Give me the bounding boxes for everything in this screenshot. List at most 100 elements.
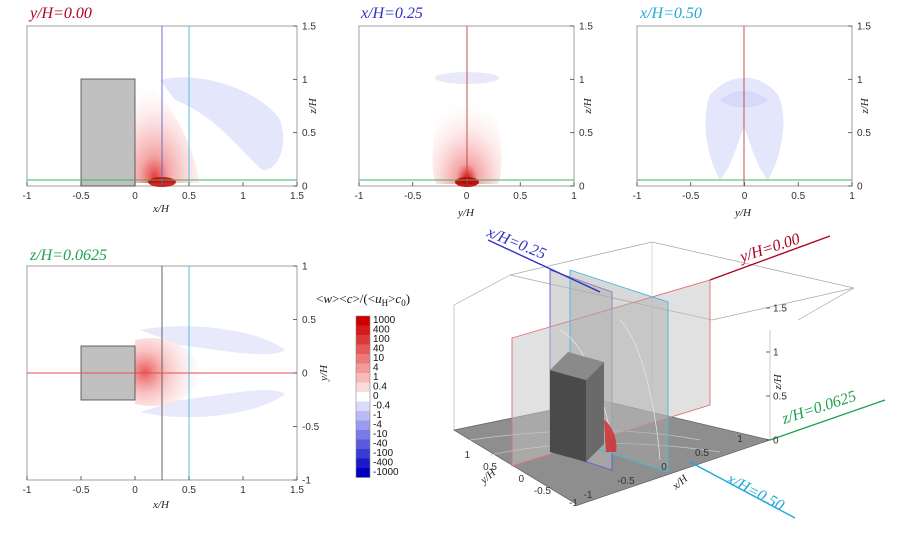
y-ticks: -1 -0.5 0 0.5 1 (293, 262, 320, 487)
y-tick-label: 0.5 (302, 128, 316, 139)
slice-label-y0: y/H=0.00 (736, 231, 802, 267)
y-tick-label-3d: -1 (569, 498, 578, 509)
x-axis-label-3d: x/H (669, 472, 690, 493)
colorbar-tick-label: -40 (373, 439, 388, 450)
y-tick-label: 1 (302, 262, 308, 273)
slice-contour (619, 319, 661, 461)
building (80, 78, 136, 187)
y-tick-label: 0 (302, 182, 308, 193)
x-ticks-3d: -1 -0.5 0 0.5 1 (584, 434, 744, 501)
x-tick-label-3d: -0.5 (617, 476, 635, 487)
colorbar-tick-label: -10 (373, 429, 388, 440)
colorbar-tick-label: 100 (373, 334, 390, 345)
colorbar-frame (355, 315, 371, 478)
x-tick-label: -0.5 (72, 485, 90, 496)
panel-title-x025: x/H=0.25 (360, 5, 423, 22)
negative-region (140, 390, 285, 418)
panel-cross-025: x/H=0.25 -1 -0.5 0 0.5 1 0 0.5 1 1.5 y/H z/H (355, 5, 594, 219)
x-tick-label: 0.5 (182, 485, 196, 496)
y-tick-label: -0.5 (302, 422, 320, 433)
x-tick-label: -1 (633, 191, 642, 202)
y-tick-label: 0.5 (579, 128, 593, 139)
slice-label-y0-line (709, 235, 831, 281)
x-axis-label: y/H (734, 207, 752, 219)
colorbar-tick-label: 4 (373, 363, 379, 374)
x-ticks: -1 -0.5 0 0.5 1 1.5 (23, 182, 304, 202)
z-axis-label: z/H (307, 97, 319, 114)
panel-top-view: z/H=0.0625 -1 -0.5 0 0.5 1 1.5 -1 -0.5 0 0.5 1 x/… (23, 247, 330, 511)
colorbar-swatch (356, 420, 370, 430)
x-tick-label: 1 (849, 191, 855, 202)
colorbar-swatch (356, 468, 370, 478)
y-tick-label: 1 (579, 75, 585, 86)
x-tick-label: -0.5 (72, 191, 90, 202)
colorbar-tick-label: -4 (373, 420, 382, 431)
y-tick-label: 1 (302, 75, 308, 86)
x-tick-label: -1 (23, 191, 32, 202)
plume-region (135, 337, 202, 407)
colorbar-tick-label: 10 (373, 353, 385, 364)
slice-label-z-line (769, 399, 886, 441)
plume-3d (604, 420, 617, 452)
y-tick-label-3d: -0.5 (534, 486, 552, 497)
colorbar-tick-label: 1 (373, 372, 379, 383)
x-tick-label: 0 (742, 191, 748, 202)
z-ticks: 0 0.5 1 1.5 (570, 22, 593, 193)
z-tick-label-3d: 0.5 (773, 392, 787, 403)
y-tick-label: 0 (302, 369, 308, 380)
slice-label-x050-line (689, 461, 796, 519)
colorbar-tick-label: 0 (373, 391, 379, 402)
box-edge (797, 287, 855, 321)
colorbar-swatch (356, 411, 370, 421)
panel-side-view: y/H=0.00 -1 -0.5 0 0.5 1 1.5 0 0.5 1 1.5 x/H z/H (23, 5, 319, 215)
colorbar-swatch (356, 344, 370, 354)
z-ticks-3d: 0 0.5 1 1.5 (766, 304, 787, 447)
z-axis-label: z/H (859, 97, 871, 114)
y-tick-label: 0 (857, 182, 863, 193)
panel-title-y0: y/H=0.00 (28, 5, 92, 22)
colorbar-tick-label: 40 (373, 344, 385, 355)
x-tick-label: 1 (240, 191, 246, 202)
x-tick-label-3d: 0.5 (695, 448, 709, 459)
panel-title-x050: x/H=0.50 (639, 5, 702, 22)
colorbar-swatch (356, 439, 370, 449)
x-ticks: -1 -0.5 0 0.5 1 (633, 182, 855, 202)
panel-cross-050: x/H=0.50 -1 -0.5 0 0.5 1 0 0.5 1 1.5 y/H z/H (633, 5, 872, 219)
z-ticks: 0 0.5 1 1.5 (293, 22, 316, 193)
x-tick-label: 1 (240, 485, 246, 496)
x-tick-label-3d: -1 (584, 490, 593, 501)
x-tick-label-3d: 0 (661, 462, 667, 473)
colorbar-tick-label: -100 (373, 448, 393, 459)
slice-label-x025: x/H=0.25 (484, 224, 549, 263)
x-tick-label: -1 (23, 485, 32, 496)
colorbar-swatch (356, 392, 370, 402)
colorbar-swatch (356, 335, 370, 345)
y-tick-label: 0.5 (302, 315, 316, 326)
y-tick-label-3d: 1 (464, 450, 470, 461)
y-ticks-3d: 1 0.5 0 -0.5 -1 (464, 450, 578, 509)
colorbar-swatch (356, 430, 370, 440)
y-tick-label: 0 (579, 182, 585, 193)
z-axis-label-3d: z/H (772, 373, 784, 390)
slice-label-x050: x/H=0.50 (723, 470, 787, 515)
colorbar-tick-label: -1 (373, 410, 382, 421)
x-tick-label: 0.5 (791, 191, 805, 202)
y-tick-label: 1.5 (579, 22, 593, 33)
slice-label-z00625: z/H=0.0625 (779, 388, 858, 428)
x-tick-label-3d: 1 (737, 434, 743, 445)
plume-region (135, 80, 200, 183)
colorbar-swatch (356, 401, 370, 411)
colorbar-label: <w><c>/(<uH>c0) (316, 291, 410, 308)
y-tick-label-3d: 0 (518, 474, 524, 485)
x-tick-label: -0.5 (404, 191, 422, 202)
y-tick-label: -1 (302, 476, 311, 487)
z-axis-label: z/H (582, 97, 594, 114)
z-ticks: 0 0.5 1 1.5 (848, 22, 871, 193)
building-3d-front (586, 362, 604, 462)
colorbar-swatch (356, 382, 370, 392)
negative-region (165, 78, 225, 91)
colorbar: <w><c>/(<uH>c0) 10004001004010410.40-0.4… (316, 291, 410, 478)
y-tick-label-3d: 0.5 (483, 462, 497, 473)
y-axis-label: y/H (318, 364, 330, 382)
